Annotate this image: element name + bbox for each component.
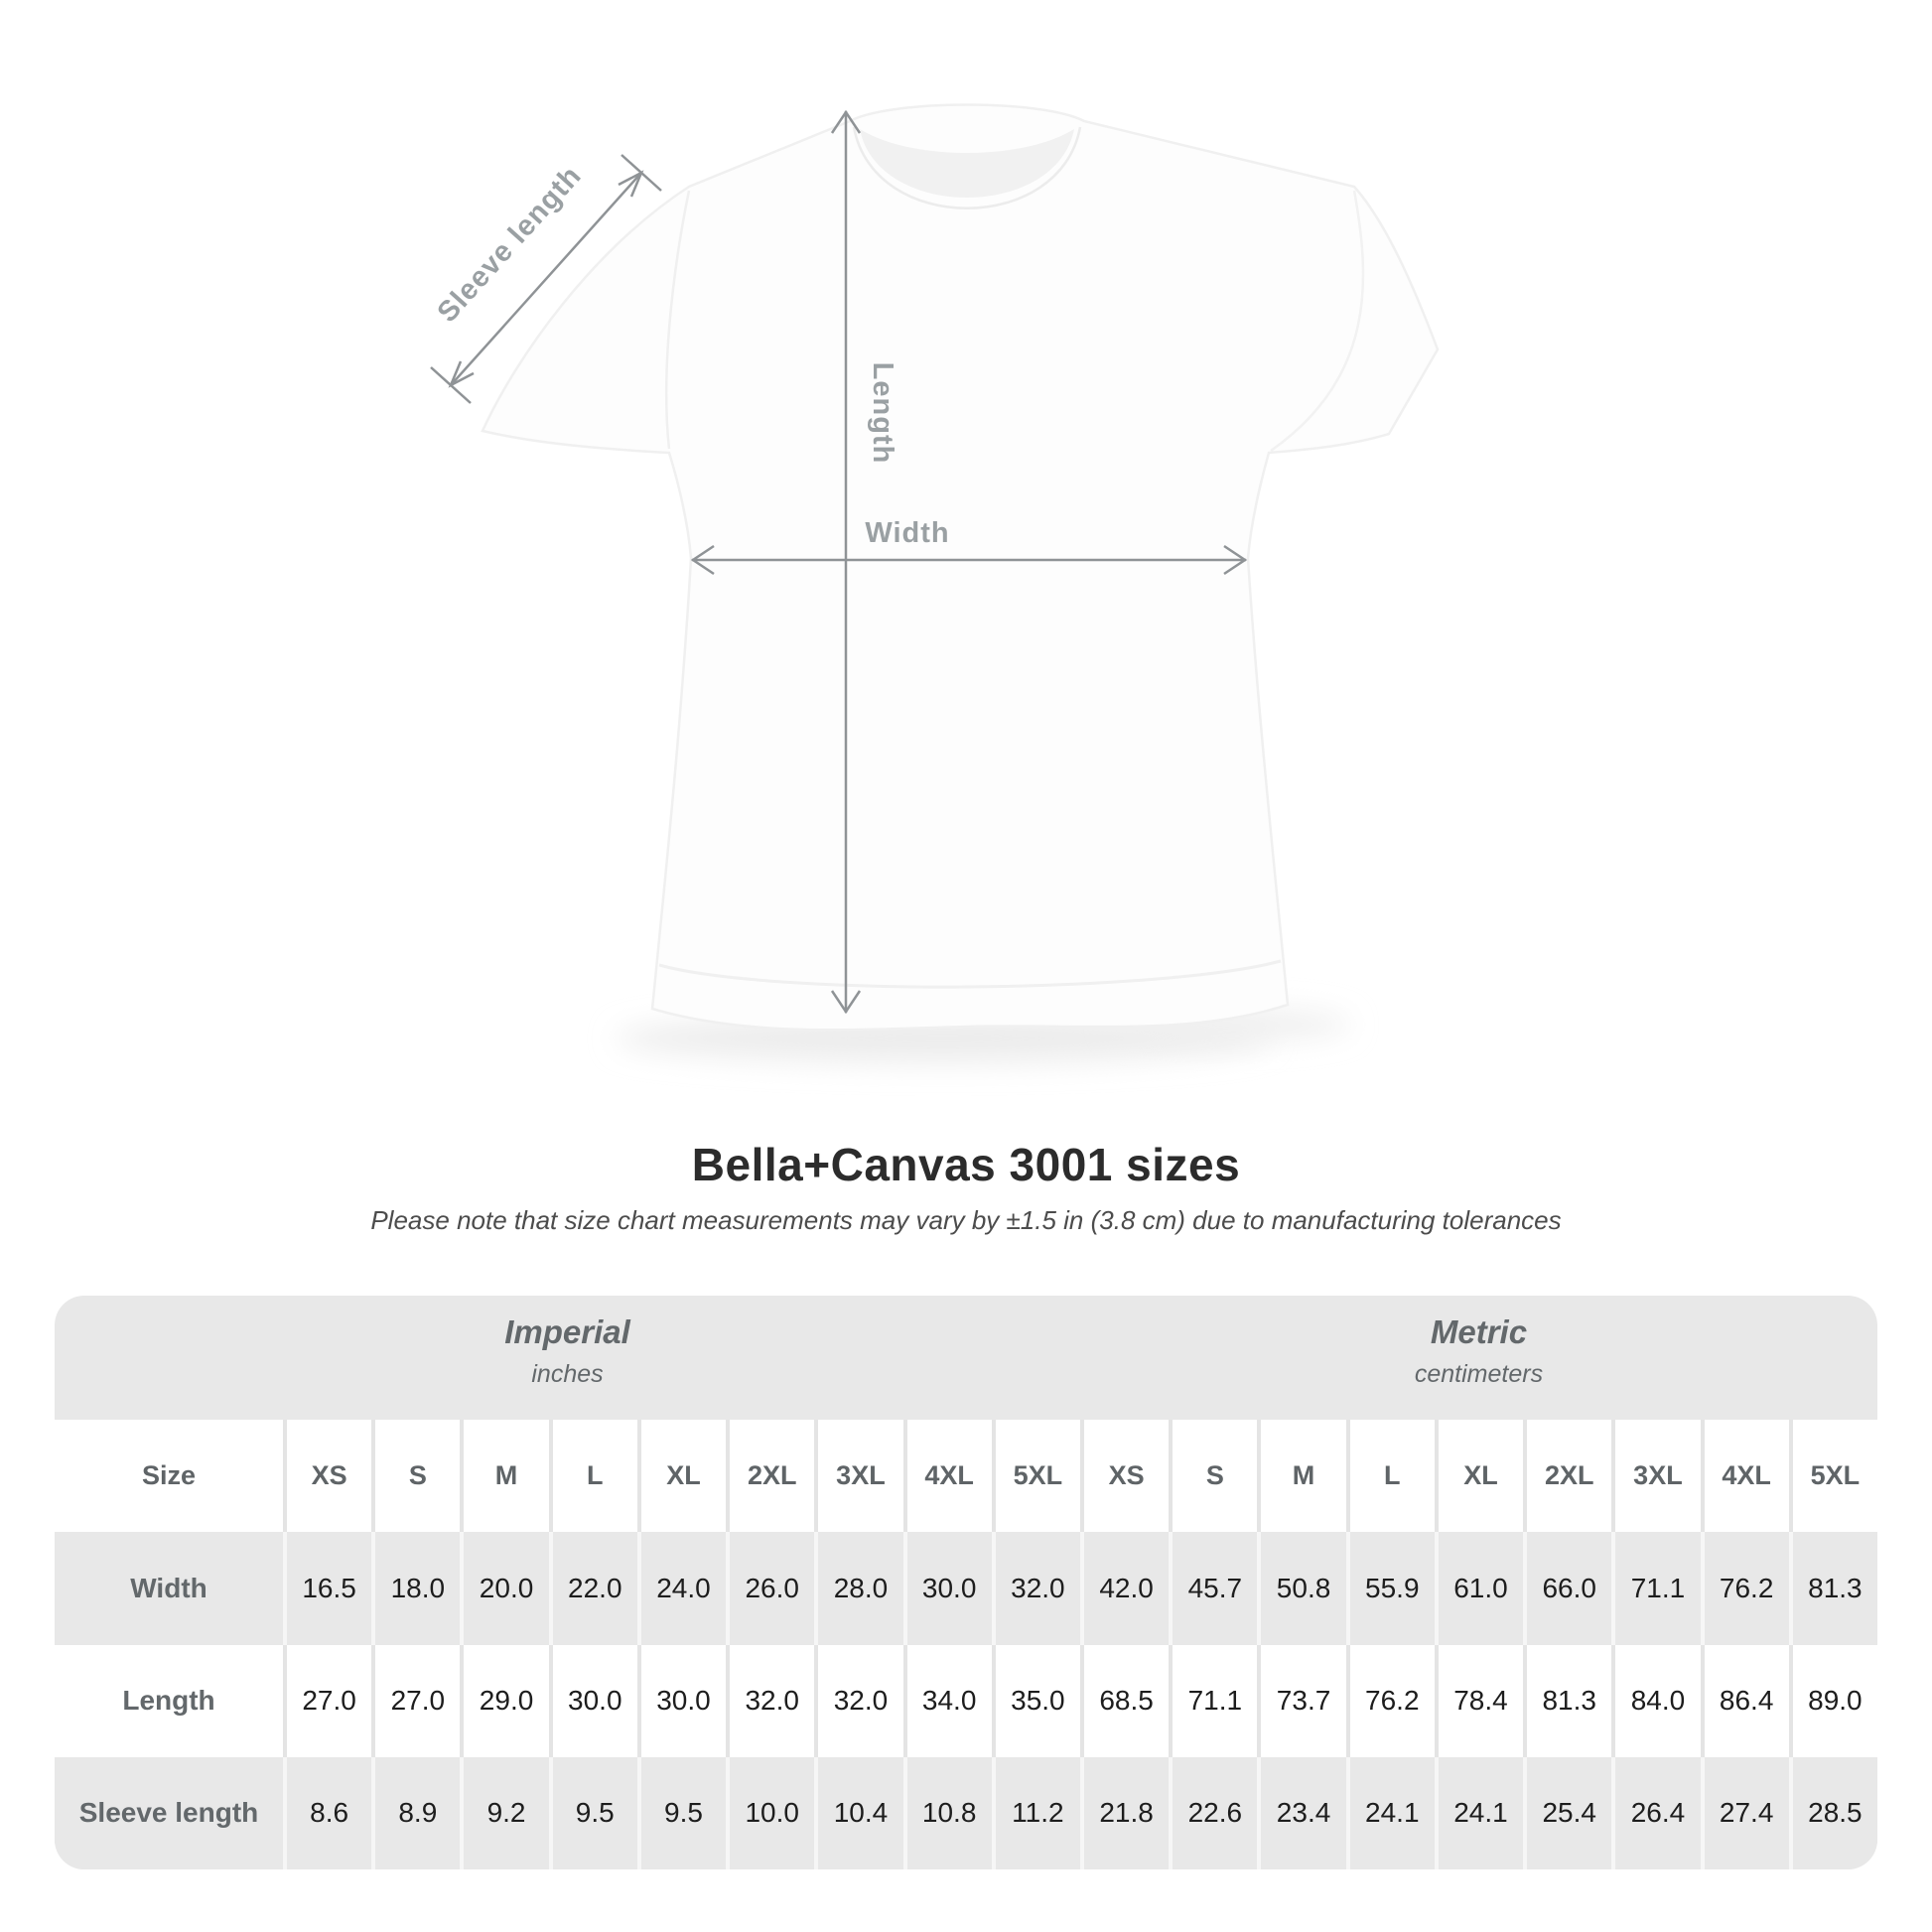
size-header-cell: L xyxy=(548,1420,637,1533)
size-header-cell: 4XL xyxy=(1700,1420,1789,1533)
value-cell: 71.1 xyxy=(1169,1644,1258,1757)
value-cell: 26.4 xyxy=(1611,1756,1701,1869)
value-cell: 76.2 xyxy=(1345,1644,1435,1757)
value-cell: 66.0 xyxy=(1523,1532,1612,1645)
value-cell: 22.0 xyxy=(548,1532,637,1645)
length-label: Length xyxy=(867,362,898,465)
metric-group-header: Metric centimeters xyxy=(1080,1296,1877,1420)
heading-block: Bella+Canvas 3001 sizes Please note that… xyxy=(0,1138,1932,1235)
imperial-group-header: Imperial inches xyxy=(55,1296,1080,1420)
size-header-cell: XS xyxy=(283,1420,372,1533)
value-cell: 68.5 xyxy=(1079,1644,1170,1757)
tshirt-left-sleeve-seam xyxy=(664,190,691,450)
tshirt-graphic xyxy=(481,103,1440,1032)
tshirt-collar-seam xyxy=(852,126,1082,209)
width-arrow xyxy=(690,544,1248,576)
size-header-cell: 5XL xyxy=(991,1420,1080,1533)
value-cell: 23.4 xyxy=(1257,1756,1346,1869)
size-header-cell: XS xyxy=(1079,1420,1170,1533)
size-header-cell: M xyxy=(1257,1420,1346,1533)
value-cell: 61.0 xyxy=(1434,1532,1524,1645)
page-title: Bella+Canvas 3001 sizes xyxy=(691,1139,1241,1190)
tshirt-hem-seam xyxy=(658,959,1282,989)
size-header-cell: 5XL xyxy=(1788,1420,1877,1533)
value-cell: 71.1 xyxy=(1611,1532,1701,1645)
value-cell: 8.6 xyxy=(283,1756,372,1869)
row-label: Length xyxy=(55,1644,283,1757)
value-cell: 89.0 xyxy=(1788,1644,1877,1757)
value-cell: 30.0 xyxy=(902,1532,992,1645)
value-cell: 29.0 xyxy=(460,1644,549,1757)
value-cell: 27.4 xyxy=(1700,1756,1789,1869)
length-arrow xyxy=(830,109,862,1015)
value-cell: 78.4 xyxy=(1434,1644,1524,1757)
value-cell: 24.1 xyxy=(1345,1756,1435,1869)
value-cell: 27.0 xyxy=(371,1644,461,1757)
value-cell: 32.0 xyxy=(991,1532,1080,1645)
value-cell: 28.0 xyxy=(814,1532,903,1645)
value-cell: 9.5 xyxy=(548,1756,637,1869)
value-cell: 10.8 xyxy=(902,1756,992,1869)
imperial-group-label: Imperial xyxy=(504,1313,630,1350)
metric-group-label: Metric xyxy=(1430,1313,1528,1350)
value-cell: 81.3 xyxy=(1788,1532,1877,1645)
width-label: Width xyxy=(865,517,949,549)
value-cell: 10.0 xyxy=(726,1756,815,1869)
size-header-cell: 2XL xyxy=(726,1420,815,1533)
tshirt-neck-opening xyxy=(860,129,1074,198)
value-cell: 32.0 xyxy=(726,1644,815,1757)
size-column-header: Size xyxy=(55,1420,283,1533)
value-cell: 26.0 xyxy=(726,1532,815,1645)
value-cell: 55.9 xyxy=(1345,1532,1435,1645)
value-cell: 10.4 xyxy=(814,1756,903,1869)
size-header-cell: 4XL xyxy=(902,1420,992,1533)
value-cell: 30.0 xyxy=(548,1644,637,1757)
value-cell: 45.7 xyxy=(1169,1532,1258,1645)
size-header-cell: 3XL xyxy=(1611,1420,1701,1533)
value-cell: 24.1 xyxy=(1434,1756,1524,1869)
value-cell: 84.0 xyxy=(1611,1644,1701,1757)
value-cell: 32.0 xyxy=(814,1644,903,1757)
value-cell: 81.3 xyxy=(1523,1644,1612,1757)
sleeve-length-arrow xyxy=(430,154,662,404)
value-cell: 24.0 xyxy=(636,1532,727,1645)
size-table: Imperial inches Metric centimeters Size XS S M L… xyxy=(55,1296,1877,1869)
size-header-cell: M xyxy=(460,1420,549,1533)
metric-unit-label: centimeters xyxy=(1414,1360,1544,1388)
row-label: Sleeve length xyxy=(55,1756,283,1869)
imperial-unit-label: inches xyxy=(531,1360,604,1388)
value-cell: 35.0 xyxy=(991,1644,1080,1757)
size-header-cell: 3XL xyxy=(814,1420,903,1533)
value-cell: 73.7 xyxy=(1257,1644,1346,1757)
value-cell: 9.5 xyxy=(636,1756,727,1869)
value-cell: 18.0 xyxy=(371,1532,461,1645)
size-header-cell: S xyxy=(371,1420,461,1533)
value-cell: 11.2 xyxy=(991,1756,1080,1869)
size-header-cell: XL xyxy=(636,1420,727,1533)
value-cell: 76.2 xyxy=(1700,1532,1789,1645)
value-cell: 86.4 xyxy=(1700,1644,1789,1757)
tshirt-right-sleeve-seam xyxy=(1270,190,1365,453)
value-cell: 27.0 xyxy=(283,1644,372,1757)
value-cell: 16.5 xyxy=(283,1532,372,1645)
value-cell: 8.9 xyxy=(371,1756,461,1869)
tshirt-measurement-diagram: Sleeve length Length Width xyxy=(430,103,1440,1062)
value-cell: 25.4 xyxy=(1523,1756,1612,1869)
value-cell: 28.5 xyxy=(1788,1756,1877,1869)
value-cell: 42.0 xyxy=(1079,1532,1170,1645)
value-cell: 34.0 xyxy=(902,1644,992,1757)
size-header-cell: XL xyxy=(1434,1420,1524,1533)
page-subtitle: Please note that size chart measurements… xyxy=(370,1205,1562,1235)
value-cell: 20.0 xyxy=(460,1532,549,1645)
value-cell: 21.8 xyxy=(1079,1756,1170,1869)
value-cell: 30.0 xyxy=(636,1644,727,1757)
value-cell: 50.8 xyxy=(1257,1532,1346,1645)
size-header-cell: L xyxy=(1345,1420,1435,1533)
size-header-cell: S xyxy=(1169,1420,1258,1533)
row-label: Width xyxy=(55,1532,283,1645)
value-cell: 9.2 xyxy=(460,1756,549,1869)
size-header-cell: 2XL xyxy=(1523,1420,1612,1533)
value-cell: 22.6 xyxy=(1169,1756,1258,1869)
